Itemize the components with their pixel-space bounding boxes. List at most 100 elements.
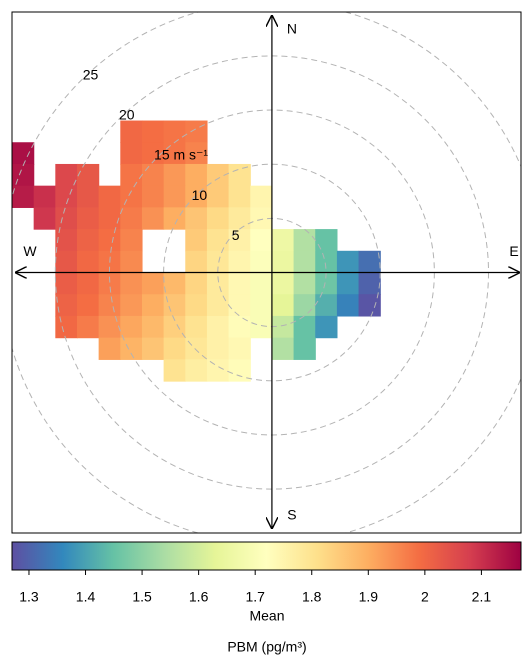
cell: [55, 229, 78, 252]
cell: [55, 315, 78, 339]
cell: [98, 229, 121, 252]
cell: [185, 163, 208, 187]
cell: [228, 294, 251, 317]
cell: [315, 315, 338, 339]
cell: [12, 185, 35, 208]
cell: [141, 163, 165, 187]
cell: [293, 250, 316, 274]
cell: [250, 250, 273, 274]
colorbar-tick-label: 1.7: [245, 589, 265, 605]
cell: [76, 185, 100, 208]
cell: [228, 250, 251, 274]
colorbar-tick-label: 1.8: [302, 589, 322, 605]
cell: [228, 337, 251, 360]
cell: [120, 120, 143, 143]
cell: [185, 142, 208, 165]
cell: [33, 185, 56, 208]
cell: [76, 163, 100, 187]
cell: [228, 315, 251, 339]
direction-label: E: [509, 243, 518, 259]
cell: [141, 294, 165, 317]
cell: [120, 185, 143, 208]
cell: [12, 163, 35, 187]
cell: [98, 185, 121, 208]
cell: [120, 294, 143, 317]
ring-label: 25: [83, 66, 99, 82]
colorbar-tick-label: 1.3: [19, 589, 39, 605]
cell: [271, 229, 295, 252]
cell: [76, 294, 100, 317]
cell: [315, 250, 338, 274]
colorbar-tick-label: 1.9: [359, 589, 379, 605]
cell: [358, 294, 381, 317]
cell: [293, 337, 316, 360]
cell: [250, 315, 273, 339]
cell: [76, 272, 100, 295]
cell: [98, 272, 121, 295]
cell: [120, 207, 143, 230]
cell: [250, 185, 273, 208]
cell: [55, 163, 78, 187]
cell: [98, 337, 121, 360]
cell: [163, 185, 186, 208]
cell: [76, 207, 100, 230]
chart-title: PBM (pg/m³): [227, 639, 306, 655]
direction-label: W: [23, 243, 37, 259]
cell: [163, 272, 186, 295]
cell: [163, 315, 186, 339]
direction-label: S: [287, 507, 296, 523]
plot-frame: [11, 11, 522, 534]
cell: [163, 359, 186, 382]
cell: [120, 337, 143, 360]
cell: [185, 359, 208, 382]
cell: [185, 185, 208, 208]
cell: [206, 272, 230, 295]
cell: [55, 272, 78, 295]
cell: [358, 272, 381, 295]
cell: [185, 337, 208, 360]
cell: [228, 229, 251, 252]
cell: [336, 250, 360, 274]
cell: [315, 294, 338, 317]
cell: [120, 272, 143, 295]
cell: [336, 294, 360, 317]
cell: [55, 185, 78, 208]
cell: [185, 229, 208, 252]
cell: [271, 250, 295, 274]
cell: [228, 359, 251, 382]
cell: [55, 250, 78, 274]
cell: [228, 207, 251, 230]
cell: [206, 185, 230, 208]
cell: [206, 315, 230, 339]
cell: [271, 272, 295, 295]
cell: [12, 142, 35, 165]
ring-label: 20: [119, 107, 135, 123]
cell: [185, 120, 208, 143]
cell: [358, 250, 381, 274]
cell: [141, 315, 165, 339]
cell: [336, 272, 360, 295]
cell: [141, 120, 165, 143]
cell: [185, 294, 208, 317]
cell: [293, 229, 316, 252]
cell: [228, 163, 251, 187]
ring-label: 5: [232, 227, 240, 243]
cell: [250, 272, 273, 295]
cell: [163, 120, 186, 143]
cell: [163, 337, 186, 360]
cell: [120, 142, 143, 165]
cell: [293, 294, 316, 317]
ring-label: 10: [192, 187, 208, 203]
cell: [55, 207, 78, 230]
cell: [76, 229, 100, 252]
cell: [185, 315, 208, 339]
cell: [163, 163, 186, 187]
cell: [76, 250, 100, 274]
cell: [120, 315, 143, 339]
cell: [141, 142, 165, 165]
cell: [185, 250, 208, 274]
colorbar-tick-label: 1.5: [132, 589, 152, 605]
cell: [228, 272, 251, 295]
cell: [55, 294, 78, 317]
